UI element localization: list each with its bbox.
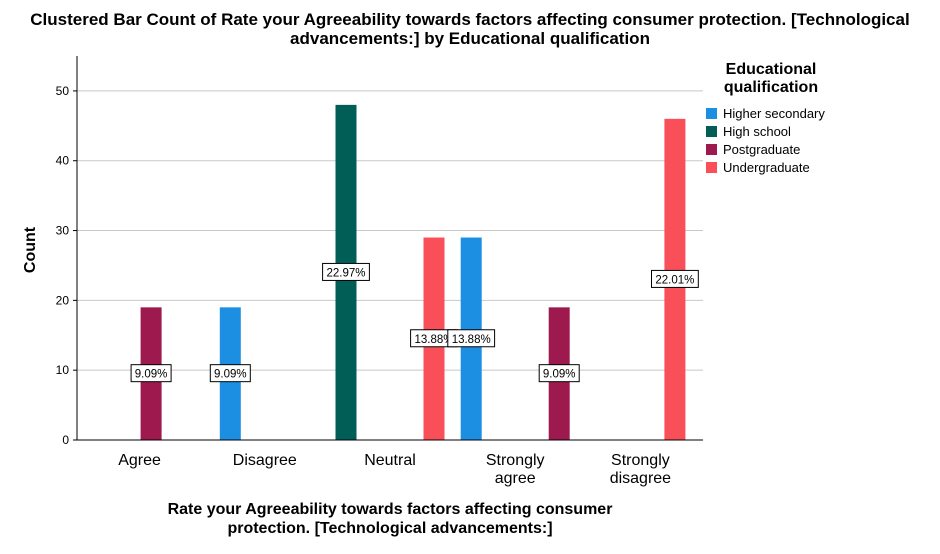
x-tick-label: Disagree xyxy=(233,452,297,469)
legend-swatch xyxy=(706,126,717,137)
x-tick-label: agree xyxy=(495,470,536,487)
legend-item-postgraduate: Postgraduate xyxy=(706,142,800,158)
x-axis-label-line: Rate your Agreeability towards factors a… xyxy=(167,501,613,518)
y-tick-label: 30 xyxy=(56,224,70,238)
y-tick-label: 10 xyxy=(56,363,70,377)
x-tick-labels: Agree Disagree Neutral StronglyagreeStrongl… xyxy=(118,452,671,487)
gridlines xyxy=(77,90,703,371)
x-tick-label: disagree xyxy=(610,470,671,487)
y-tick-labels: 0 10 20 30 40 50 xyxy=(56,84,70,447)
x-axis-label-line: protection. [Technological advancements:… xyxy=(227,520,553,537)
y-tick-label: 50 xyxy=(56,84,70,98)
y-axis-label: Count xyxy=(22,226,39,274)
x-tick-label: Strongly xyxy=(611,452,670,469)
x-tick-label: Neutral xyxy=(364,452,416,469)
data-label: 22.97% xyxy=(326,267,365,279)
x-tick-label: Strongly xyxy=(486,452,545,469)
legend-item-undergraduate: Undergraduate xyxy=(706,160,810,176)
data-label-box xyxy=(651,269,699,288)
legend-title: Educational qualification xyxy=(706,61,836,97)
legend-item-higher-secondary: Higher secondary xyxy=(706,106,825,122)
bars xyxy=(140,104,686,440)
data-label: 9.09% xyxy=(214,369,247,381)
chart-title-line: advancements:] by Educational qualificat… xyxy=(290,29,650,48)
legend-title-line: qualification xyxy=(723,79,819,96)
data-label-box xyxy=(447,329,496,348)
data-label-box xyxy=(538,364,580,383)
chart-title: Clustered Bar Count of Rate your Agreeab… xyxy=(0,10,940,48)
data-label: 22.01% xyxy=(655,274,694,286)
data-label-box xyxy=(209,364,251,383)
legend-item-high-school: High school xyxy=(706,124,791,140)
legend-label: High school xyxy=(723,124,791,139)
y-tick-label: 20 xyxy=(56,293,70,307)
data-label: 9.09% xyxy=(135,369,168,381)
y-tick-label: 0 xyxy=(62,433,69,447)
legend-label: Higher secondary xyxy=(723,106,825,121)
data-label: 9.09% xyxy=(543,369,576,381)
chart-title-line: Clustered Bar Count of Rate your Agreeab… xyxy=(30,10,910,29)
data-label: 13.88% xyxy=(452,334,491,346)
legend-label: Undergraduate xyxy=(723,160,810,175)
data-label: 13.88% xyxy=(414,334,453,346)
legend-swatch xyxy=(706,144,717,155)
x-tick-label: Agree xyxy=(118,452,161,469)
x-axis-label: Rate your Agreeability towards factors a… xyxy=(80,500,700,538)
legend-swatch xyxy=(706,108,717,119)
legend-swatch xyxy=(706,162,717,173)
legend-title-line: Educational xyxy=(725,61,817,78)
y-tick-label: 40 xyxy=(56,154,70,168)
data-labels: 9.09% 9.09% 22.97% 13.88%13.88% 9.09% 22.01% xyxy=(130,262,699,383)
data-label-box xyxy=(322,262,370,281)
data-label-box xyxy=(130,364,172,383)
legend-label: Postgraduate xyxy=(723,142,801,157)
axes xyxy=(73,56,703,441)
